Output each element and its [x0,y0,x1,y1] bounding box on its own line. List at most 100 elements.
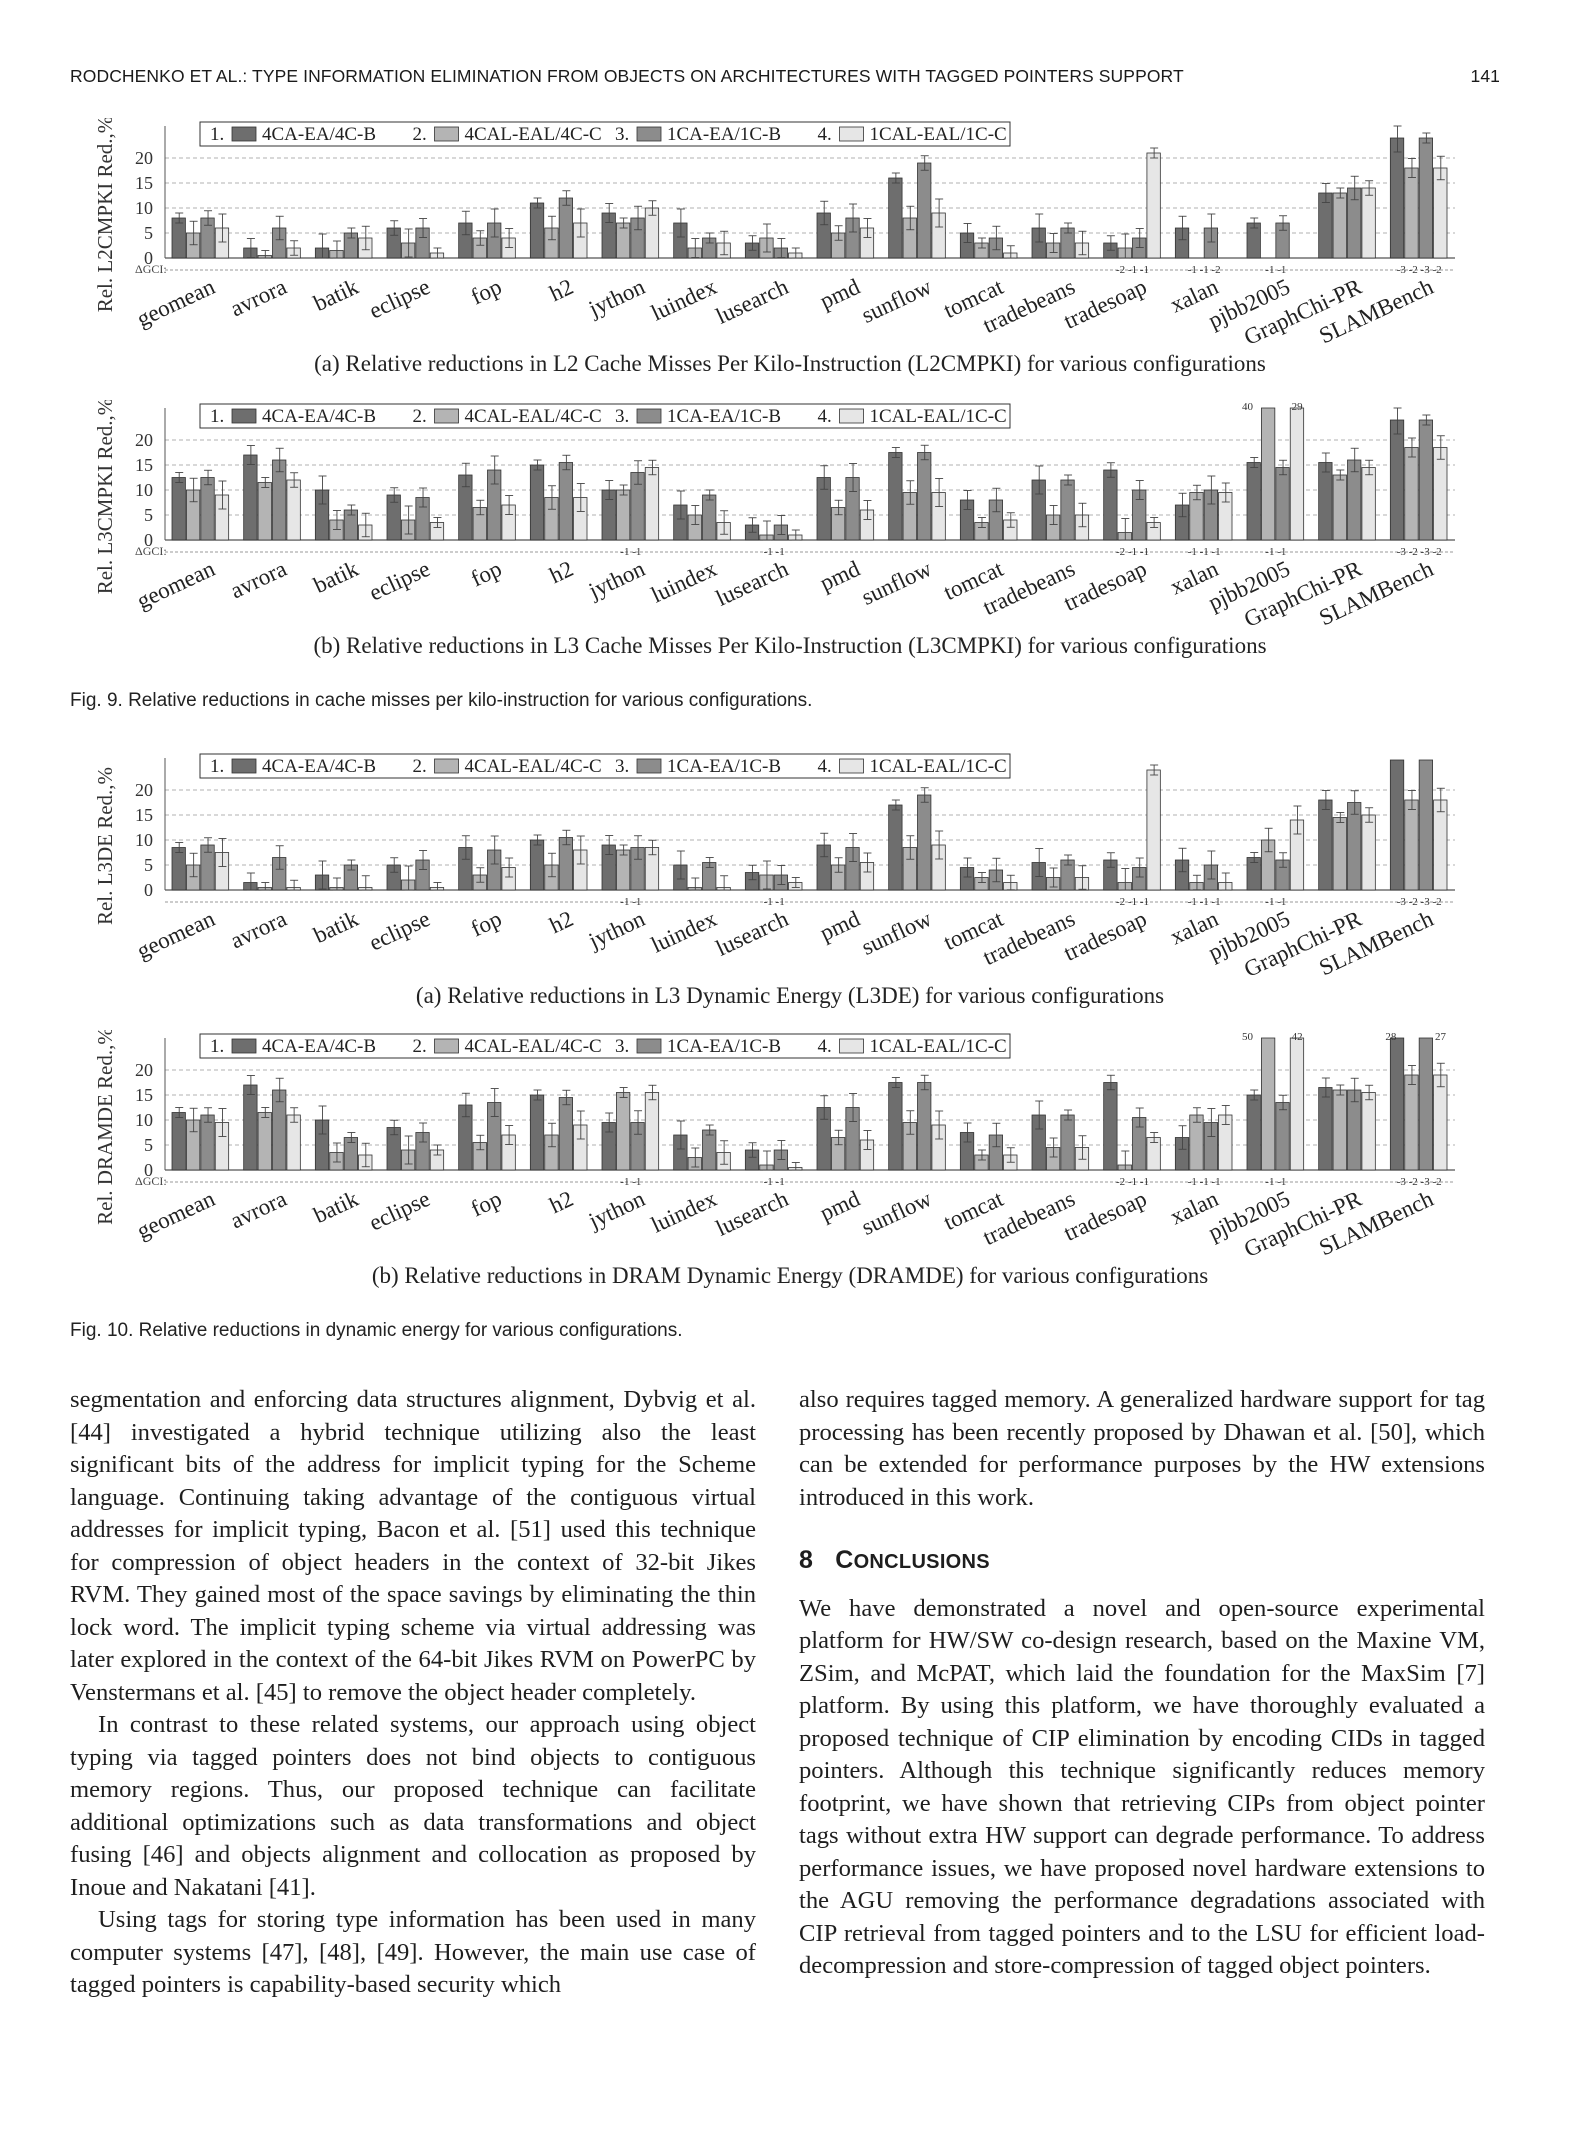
bar-xalan-s2 [1189,882,1204,891]
bar-tradesoap-s1 [1103,469,1118,541]
y-tick-label: 20 [135,430,153,450]
bar-SLAMBench-s3 [1418,419,1433,541]
bar-batik-s3 [343,864,358,891]
legend-index: 3. [615,756,629,777]
bar-luindex-s4 [716,242,731,259]
bar-GraphChi-PR-s4 [1361,1092,1376,1171]
legend-index: 4. [818,756,832,777]
y-axis-label: Rel. DRAMDE Red.,% [93,1030,117,1225]
bar-fop-s2 [472,507,487,541]
bar-pmd-s2 [831,232,846,259]
bar-xalan-s3 [1203,489,1218,541]
bar-tradesoap-s1 [1103,1082,1118,1171]
bar-tomcat-s1 [959,499,975,541]
bar-SLAMBench-s4 [1433,799,1448,891]
bar-avrora-s3 [272,227,287,259]
bar-GraphChi-PR-s2 [1332,817,1347,891]
bar-avrora-s4 [286,247,301,259]
bar-avrora-s4 [286,479,301,541]
x-tick-label: eclipse [365,906,433,956]
x-tick-label: sunflow [858,1186,936,1240]
bar-tradesoap-s2 [1117,1164,1132,1171]
legend-swatch [636,1038,662,1054]
x-tick-label: jython [584,1186,649,1234]
bar-luindex-s2 [687,247,702,259]
legend-index: 3. [615,406,629,427]
legend-label: 1CAL-EAL/1C-C [870,756,1007,777]
bar-batik-s2 [329,519,344,541]
bar-pjbb2005-s1 [1246,222,1261,259]
legend-box [199,1033,1011,1059]
delta-label: -1 -1 [620,1176,641,1188]
legend-swatch [636,126,662,142]
delta-label: -1 -1 [620,546,641,558]
bar-pmd-s2 [831,507,846,541]
delta-label: -1 -1 [764,1176,785,1188]
bar-xalan-s1 [1174,504,1190,541]
section-title-initial: C [835,1546,854,1574]
bar-h2-s2 [544,864,559,891]
bar-h2-s1 [529,839,545,891]
bar-fop-s4 [501,237,516,259]
bar-pjbb2005-s2 [1261,407,1276,541]
bar-tradesoap-s2 [1117,882,1132,891]
bar-tradebeans-s1 [1031,479,1046,541]
bar-pjbb2005-s2 [1261,839,1276,891]
bar-SLAMBench-s1 [1389,759,1405,891]
bar-SLAMBench-s4 [1433,447,1448,541]
bar-sunflow-s4 [931,844,946,891]
bar-batik-s3 [343,232,358,259]
paragraph: also requires tagged memory. A generaliz… [799,1386,1485,1511]
bar-eclipse-s3 [415,859,430,891]
bar-SLAMBench-s3 [1418,759,1433,891]
y-tick-label: 10 [135,198,153,218]
bar-batik-s1 [314,489,330,541]
bar-tradebeans-s4 [1074,514,1090,541]
bar-pmd-s1 [816,844,831,891]
bar-tomcat-s2 [974,1154,989,1171]
value-label: 27 [1435,1031,1447,1043]
legend-swatch [839,1038,864,1054]
legend-label: 4CA-EA/4C-B [262,124,376,145]
x-tick-label: fop [467,274,505,310]
bar-avrora-s4 [286,1114,301,1171]
value-label: 40 [1242,401,1254,413]
y-tick-label: 20 [135,780,153,800]
bar-lusearch-s1 [744,872,760,891]
x-tick-label: avrora [227,906,291,953]
legend-index: 3. [615,124,629,145]
delta-label: -1 -1 [620,896,641,908]
delta-label: -3 -2 -3 -2 [1397,896,1442,908]
x-tick-label: geomean [133,274,219,332]
bar-jython-s4 [644,847,660,891]
bar-tradesoap-s2 [1117,247,1132,259]
bar-fop-s4 [501,867,516,891]
bar-SLAMBench-s2 [1404,447,1419,541]
bar-pjbb2005-s1 [1246,462,1261,541]
delta-label: -3 -2 -3 -2 [1397,546,1442,558]
bar-lusearch-s2 [759,237,774,259]
bar-geomean-s4 [214,227,230,259]
x-tick-label: pmd [816,274,864,314]
value-label: 42 [1292,1031,1303,1043]
y-axis-label: Rel. L3DE Red.,% [93,767,117,925]
x-tick-label: eclipse [365,556,433,606]
y-tick-label: 5 [144,1135,153,1155]
bar-sunflow-s4 [931,492,946,541]
chart-dramde-caption: (b) Relative reductions in DRAM Dynamic … [371,1263,1209,1288]
running-title: RODCHENKO ET AL.: TYPE INFORMATION ELIMI… [70,66,1184,86]
chart-l3de: Rel. L3DE Red.,% 0 5 10 15 20 geomean avrora bat… [70,750,1510,1022]
bar-xalan-s3 [1203,864,1218,891]
bar-lusearch-s3 [773,524,788,541]
bar-xalan-s4 [1218,1114,1233,1171]
y-tick-label: 5 [144,223,153,243]
bar-batik-s1 [314,247,330,259]
bar-avrora-s3 [272,1089,287,1171]
chart-l2cmpki: Rel. L2CMPKI Red.,% 0 5 10 15 20 ΔGCI: geomean a… [70,118,1510,390]
delta-label: -1 -1 [764,896,785,908]
bar-luindex-s1 [673,1134,688,1171]
bar-tradebeans-s2 [1046,242,1061,259]
bar-pjbb2005-s3 [1275,859,1290,891]
y-tick-label: 0 [144,248,153,268]
bar-geomean-s3 [200,844,215,891]
